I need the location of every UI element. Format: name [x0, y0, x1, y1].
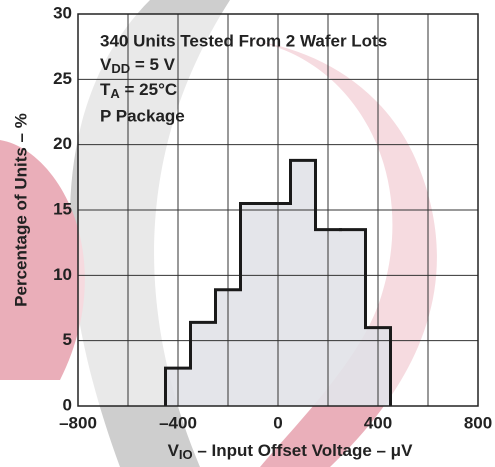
x-axis-label: VIO – Input Offset Voltage – μV: [168, 441, 414, 462]
plot-frame: [77, 13, 479, 407]
x-axis-label-subscript: IO: [179, 447, 193, 462]
histogram-bar: [340, 229, 366, 406]
annotation: VDD = 5 V: [100, 55, 176, 76]
x-axis-label: V: [168, 441, 180, 460]
annotation: TA = 25°C: [100, 80, 177, 101]
histogram-bar: [240, 203, 266, 406]
annotation: T: [100, 80, 111, 99]
annotation: P Package: [100, 106, 185, 125]
x-tick-label: –800: [59, 413, 97, 432]
plot-area: 0 5 10 15 20 25 30 –800 –400 0 400 800: [53, 3, 492, 432]
y-tick-label: 30: [53, 3, 72, 22]
x-tick-label: 0: [273, 413, 282, 432]
y-tick-label: 20: [53, 134, 72, 153]
annotation-subscript: DD: [111, 61, 130, 76]
annotation: = 5 V: [130, 55, 176, 74]
x-tick-label: 800: [464, 413, 492, 432]
x-tick-label: 400: [364, 413, 392, 432]
annotation: V: [100, 55, 112, 74]
histogram-bar: [190, 322, 216, 406]
annotation-subscript: A: [110, 86, 120, 101]
annotation: = 25°C: [120, 80, 177, 99]
annotation: 340 Units Tested From 2 Wafer Lots: [100, 31, 387, 50]
y-tick-label: 10: [53, 265, 72, 284]
x-axis-label: – Input Offset Voltage – μV: [193, 441, 413, 460]
y-tick-label: 0: [63, 395, 72, 414]
y-tick-label: 15: [53, 199, 72, 218]
histogram-bar: [290, 160, 316, 406]
x-tick-label: –400: [159, 413, 197, 432]
y-tick-label: 25: [53, 69, 72, 88]
y-tick-label: 5: [63, 330, 72, 349]
y-axis-label: Percentage of Units – %: [11, 113, 30, 307]
